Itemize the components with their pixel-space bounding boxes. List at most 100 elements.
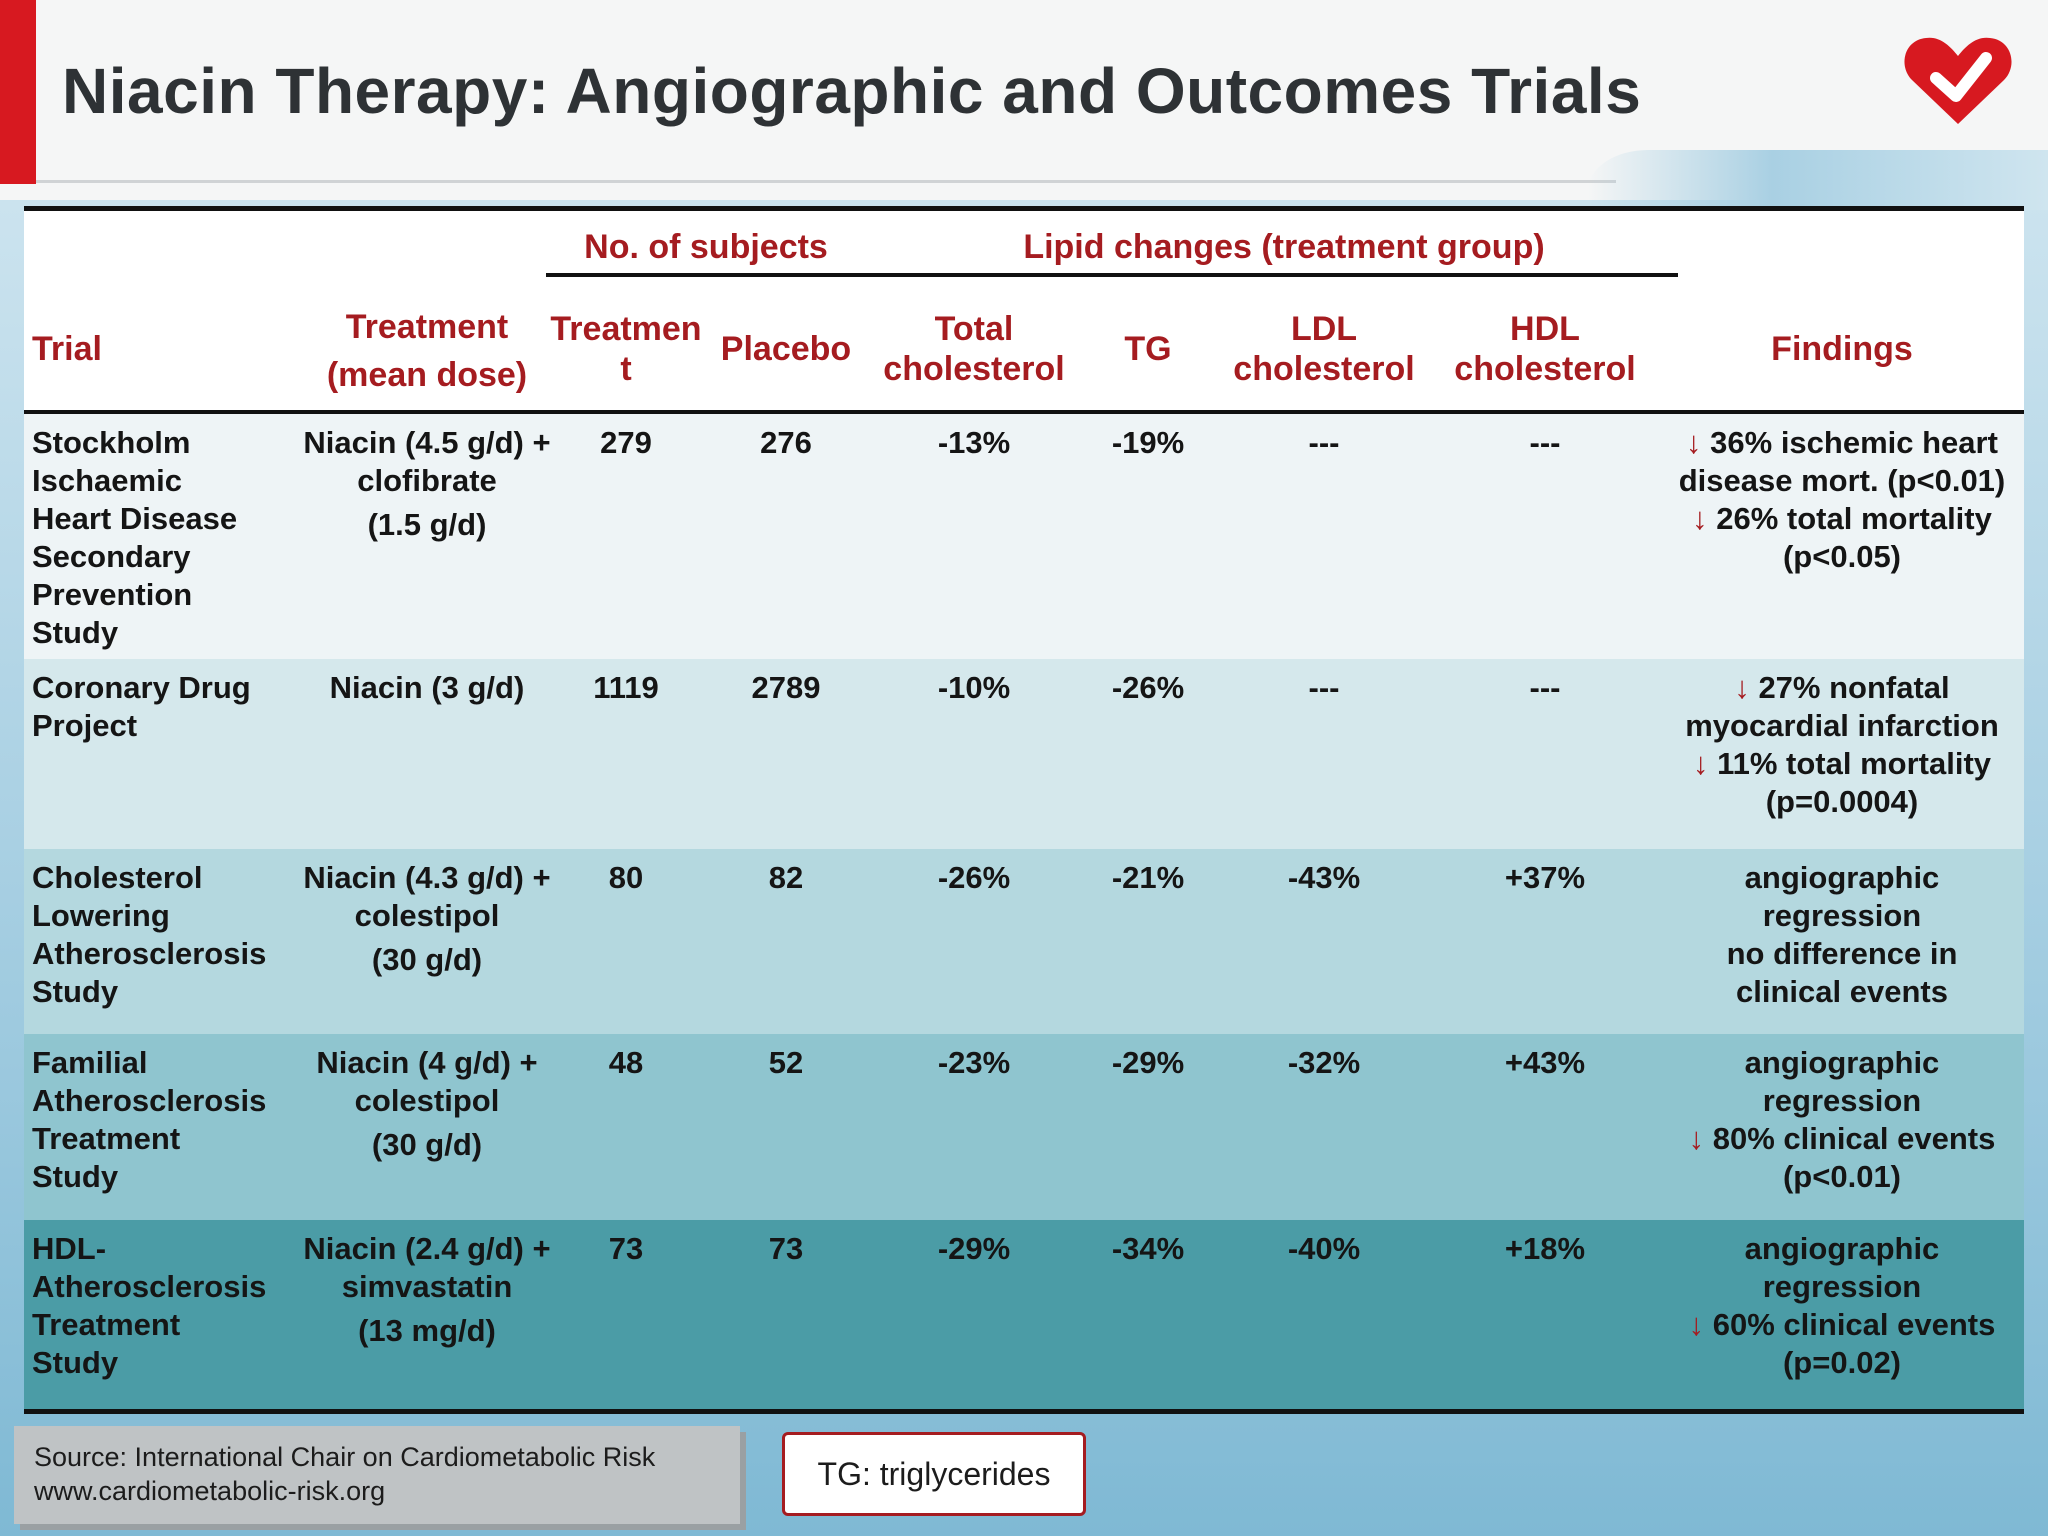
findings-line: angiographic <box>1744 1045 1940 1080</box>
hdl-change: +43% <box>1504 1045 1586 1080</box>
table-row: Cholesterol Lowering Atherosclerosis Study N… <box>24 849 2024 1034</box>
table-row: HDL- Atherosclerosis Treatment Study Niacin … <box>24 1220 2024 1409</box>
findings: angiographic regression ↓ 60% clinical eve… <box>1660 1230 2024 1382</box>
table-row: Coronary Drug Project Niacin (3 g/d) 1119 27… <box>24 659 2024 849</box>
col-header-ldl: LDL cholesterol <box>1233 310 1415 388</box>
hdl-change: +37% <box>1504 860 1586 895</box>
treatment-dose: Niacin (2.4 g/d) + simvastatin (13 mg/d) <box>303 1231 551 1348</box>
total-cholesterol-change: -23% <box>937 1045 1011 1080</box>
treatment-dose: Niacin (3 g/d) <box>329 670 525 705</box>
findings-line: (p<0.01) <box>1782 1159 1902 1194</box>
tg-change: -21% <box>1111 860 1185 895</box>
findings-line: regression <box>1762 1083 1922 1118</box>
down-arrow-icon: ↓ <box>1692 501 1708 536</box>
hdl-change: --- <box>1529 670 1561 705</box>
col-header-total-cholesterol: Total cholesterol <box>883 310 1065 388</box>
col-header-trial: Trial <box>32 330 102 368</box>
treatment-dose: Niacin (4 g/d) + colestipol (30 g/d) <box>316 1045 538 1162</box>
findings: angiographic regression ↓ 80% clinical eve… <box>1660 1044 2024 1196</box>
slide-header: Niacin Therapy: Angiographic and Outcome… <box>0 0 2048 210</box>
col-header-hdl: HDL cholesterol <box>1454 310 1636 388</box>
treatment-subjects: 1119 <box>593 670 659 705</box>
table-row: Familial Atherosclerosis Treatment Study Nia… <box>24 1034 2024 1220</box>
trial-name: Coronary Drug Project <box>32 670 251 743</box>
trials-table: No. of subjects Lipid changes (treatment… <box>24 206 2024 1414</box>
header-decoration <box>1588 150 2048 210</box>
ldl-change: --- <box>1308 670 1340 705</box>
findings-line: (p=0.0004) <box>1765 784 1919 819</box>
findings-line: ↓ 11% total mortality <box>1692 746 1992 781</box>
ldl-change: -43% <box>1287 860 1361 895</box>
treatment-subjects: 279 <box>600 425 652 460</box>
treatment-subjects: 48 <box>608 1045 644 1080</box>
group-header-lipid: Lipid changes (treatment group) <box>1023 228 1545 266</box>
findings-line: no difference in <box>1726 936 1958 971</box>
group-header-subjects: No. of subjects <box>584 228 828 266</box>
down-arrow-icon: ↓ <box>1688 1307 1705 1342</box>
placebo-subjects: 82 <box>768 860 804 895</box>
total-cholesterol-change: -26% <box>937 860 1011 895</box>
findings-line: ↓ 36% ischemic heart <box>1686 425 1998 460</box>
heart-check-logo-icon <box>1904 37 2012 124</box>
trial-name: HDL- Atherosclerosis Treatment Study <box>32 1231 267 1380</box>
source-note: Source: International Chair on Cardiomet… <box>14 1426 740 1524</box>
ldl-change: --- <box>1308 425 1340 460</box>
source-url: www.cardiometabolic-risk.org <box>34 1476 386 1506</box>
source-line: Source: International Chair on Cardiomet… <box>34 1442 656 1472</box>
treatment-dose: Niacin (4.3 g/d) + colestipol (30 g/d) <box>303 860 551 977</box>
treatment-dose: Niacin (4.5 g/d) + clofibrate (1.5 g/d) <box>303 425 551 542</box>
treatment-subjects: 73 <box>608 1231 644 1266</box>
col-header-tg: TG <box>1124 330 1172 368</box>
findings-line: (p=0.02) <box>1782 1345 1902 1380</box>
slide-title: Niacin Therapy: Angiographic and Outcome… <box>62 55 1642 127</box>
trial-name: Stockholm Ischaemic Heart Disease Secondary… <box>32 425 238 650</box>
findings-line: regression <box>1762 1269 1922 1304</box>
tg-change: -19% <box>1111 425 1185 460</box>
findings-line: angiographic <box>1744 860 1940 895</box>
down-arrow-icon: ↓ <box>1692 746 1709 781</box>
findings-line: myocardial infarction <box>1685 708 1999 743</box>
findings-line: (p<0.05) <box>1782 539 1902 574</box>
findings: ↓ 27% nonfatal myocardial infarction ↓ 11%… <box>1660 669 2024 821</box>
abbreviation-legend: TG: triglycerides <box>782 1432 1086 1516</box>
table-row: Stockholm Ischaemic Heart Disease Secondary… <box>24 414 2024 659</box>
findings-line: ↓ 26% total mortality <box>1692 501 1992 536</box>
col-header-placebo: Placebo <box>720 330 852 368</box>
total-cholesterol-change: -10% <box>937 670 1011 705</box>
trial-name: Cholesterol Lowering Atherosclerosis Study <box>32 860 267 1009</box>
findings-line: angiographic <box>1744 1231 1940 1266</box>
col-header-treatment: Treatment (mean dose) <box>326 308 528 394</box>
col-header-treatment-n: Treatmen t <box>550 310 702 388</box>
findings-line: ↓ 80% clinical events <box>1688 1121 1996 1156</box>
findings-line: clinical events <box>1736 974 1948 1009</box>
findings-line: ↓ 27% nonfatal <box>1734 670 1950 705</box>
findings: angiographic regression no difference in cl… <box>1660 859 2024 1011</box>
col-header-findings: Findings <box>1771 330 1913 368</box>
trial-name: Familial Atherosclerosis Treatment Study <box>32 1045 267 1194</box>
table-header: No. of subjects Lipid changes (treatment… <box>24 211 2024 414</box>
findings: ↓ 36% ischemic heart disease mort. (p<0.0… <box>1660 424 2024 576</box>
findings-line: disease mort. (p<0.01) <box>1678 463 2006 498</box>
placebo-subjects: 52 <box>768 1045 804 1080</box>
down-arrow-icon: ↓ <box>1734 670 1750 705</box>
placebo-subjects: 73 <box>768 1231 804 1266</box>
ldl-change: -40% <box>1287 1231 1361 1266</box>
hdl-change: --- <box>1529 425 1561 460</box>
placebo-subjects: 2789 <box>751 670 821 705</box>
hdl-change: +18% <box>1504 1231 1586 1266</box>
total-cholesterol-change: -29% <box>937 1231 1011 1266</box>
down-arrow-icon: ↓ <box>1686 425 1702 460</box>
ldl-change: -32% <box>1287 1045 1361 1080</box>
down-arrow-icon: ↓ <box>1688 1121 1705 1156</box>
tg-change: -29% <box>1111 1045 1185 1080</box>
tg-change: -34% <box>1111 1231 1185 1266</box>
total-cholesterol-change: -13% <box>937 425 1011 460</box>
header-divider <box>36 180 1616 183</box>
treatment-subjects: 80 <box>608 860 644 895</box>
placebo-subjects: 276 <box>760 425 812 460</box>
findings-line: ↓ 60% clinical events <box>1688 1307 1996 1342</box>
tg-change: -26% <box>1111 670 1185 705</box>
group-header-rule <box>546 273 1678 277</box>
header-red-bar <box>0 0 36 184</box>
findings-line: regression <box>1762 898 1922 933</box>
